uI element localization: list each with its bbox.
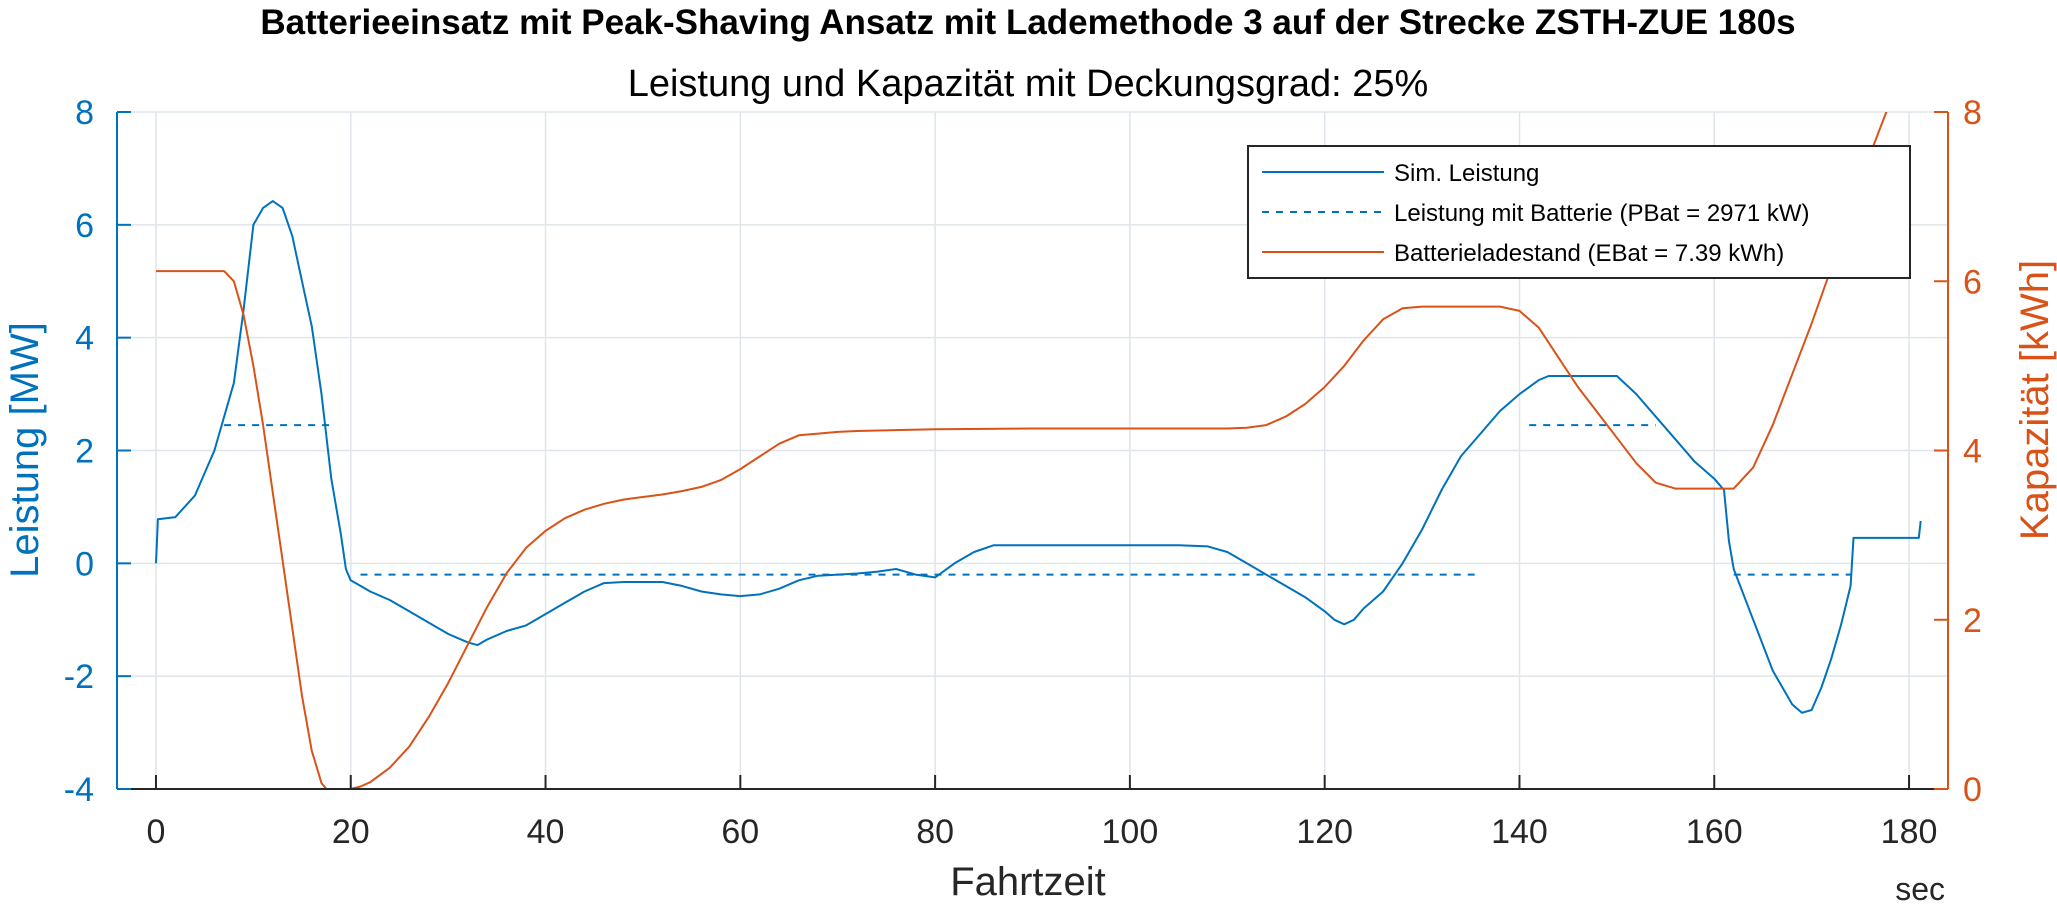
x-tick-label-0: 0	[146, 813, 165, 851]
y-right-tick-label-3: 6	[1963, 263, 1982, 301]
y-left-tick-label-5: 6	[75, 207, 94, 245]
x-tick-label-7: 140	[1491, 813, 1548, 851]
legend-box	[1247, 145, 1911, 279]
x-axis-unit: sec	[1895, 871, 1945, 907]
x-tick-label-1: 20	[332, 813, 370, 851]
legend-label-1: Leistung mit Batterie (PBat = 2971 kW)	[1394, 200, 1810, 227]
x-tick-label-2: 40	[527, 813, 565, 851]
x-tick-label-3: 60	[721, 813, 759, 851]
y-left-tick-label-6: 8	[75, 94, 94, 132]
y-left-tick-label-0: -4	[64, 771, 94, 809]
x-tick-label-5: 100	[1102, 813, 1159, 851]
y-right-tick-label-2: 4	[1963, 433, 1982, 471]
y-left-tick-label-3: 2	[75, 433, 94, 471]
legend-label-0: Sim. Leistung	[1394, 160, 1539, 187]
series-0-line	[155, 200, 1922, 714]
y-right-tick-label-4: 8	[1963, 94, 1982, 132]
y-axis-label-left: Leistung [MW]	[3, 322, 47, 578]
x-axis-label: Fahrtzeit	[950, 860, 1106, 904]
x-tick-label-8: 160	[1686, 813, 1743, 851]
y-left-tick-label-4: 4	[75, 320, 94, 358]
legend: Sim. Leistung Leistung mit Batterie (PBat…	[1247, 145, 1911, 279]
x-tick-label-4: 80	[916, 813, 954, 851]
y-axis-label-right: Kapazität [kWh]	[2013, 260, 2057, 540]
y-left-tick-label-1: -2	[64, 658, 94, 696]
legend-label-2: Batterieladestand (EBat = 7.39 kWh)	[1394, 240, 1784, 267]
chart-title: Batterieeinsatz mit Peak-Shaving Ansatz …	[260, 3, 1795, 42]
x-tick-label-6: 120	[1296, 813, 1353, 851]
x-tick-label-9: 180	[1881, 813, 1938, 851]
y-right-tick-label-0: 0	[1963, 771, 1982, 809]
chart-subtitle: Leistung und Kapazität mit Deckungsgrad:…	[628, 63, 1429, 105]
y-left-tick-label-2: 0	[75, 545, 94, 583]
y-right-tick-label-1: 2	[1963, 602, 1982, 640]
axes-frame	[116, 111, 1949, 790]
